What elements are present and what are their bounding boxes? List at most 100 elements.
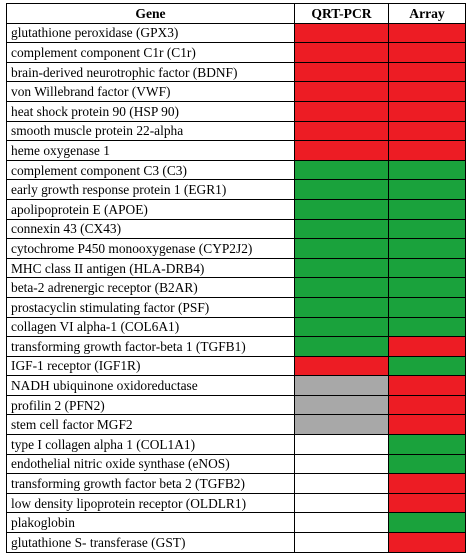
table-row: von Willebrand factor (VWF) [6, 81, 466, 102]
table-header: Gene QRT-PCR Array [6, 3, 466, 24]
table-row: connexin 43 (CX43) [6, 218, 466, 240]
qrt-pcr-result-swatch [294, 296, 389, 318]
array-result-swatch [388, 492, 466, 514]
table-row: stem cell factor MGF2 [6, 414, 466, 436]
table-row: early growth response protein 1 (EGR1) [6, 179, 466, 200]
qrt-pcr-result-swatch [294, 22, 389, 44]
gene-name-cell: heme oxygenase 1 [6, 140, 295, 161]
qrt-pcr-result-swatch [294, 179, 389, 200]
qrt-pcr-result-swatch [294, 453, 389, 475]
array-result-swatch [388, 296, 466, 318]
qrt-pcr-result-swatch [294, 473, 389, 494]
qrt-pcr-result-swatch [294, 42, 389, 63]
array-result-swatch [388, 257, 466, 279]
qrt-pcr-result-swatch [294, 81, 389, 102]
array-result-swatch [388, 394, 466, 416]
gene-name-cell: low density lipoprotein receptor (OLDLR1… [6, 492, 295, 514]
array-result-swatch [388, 81, 466, 102]
qrt-pcr-result-swatch [294, 355, 389, 377]
array-result-swatch [388, 61, 466, 83]
gene-name-cell: stem cell factor MGF2 [6, 414, 295, 436]
table-row: transforming growth factor beta 2 (TGFB2… [6, 473, 466, 494]
array-result-swatch [388, 532, 466, 553]
array-result-swatch [388, 159, 466, 181]
gene-name-cell: profilin 2 (PFN2) [6, 394, 295, 416]
gene-name-cell: von Willebrand factor (VWF) [6, 81, 295, 102]
gene-name-cell: complement component C3 (C3) [6, 159, 295, 181]
qrt-pcr-result-swatch [294, 61, 389, 83]
table-row: complement component C3 (C3) [6, 159, 466, 181]
table-row: collagen VI alpha-1 (COL6A1) [6, 316, 466, 338]
gene-name-cell: complement component C1r (C1r) [6, 42, 295, 63]
table-row: profilin 2 (PFN2) [6, 394, 466, 416]
header-gene: Gene [6, 3, 295, 24]
qrt-pcr-result-swatch [294, 218, 389, 240]
qrt-pcr-result-swatch [294, 257, 389, 279]
qrt-pcr-result-swatch [294, 394, 389, 416]
header-array: Array [388, 3, 466, 24]
qrt-pcr-result-swatch [294, 434, 389, 455]
gene-name-cell: plakoglobin [6, 512, 295, 534]
table-row: type I collagen alpha 1 (COL1A1) [6, 434, 466, 455]
gene-expression-table-container: Gene QRT-PCR Array glutathione peroxidas… [6, 3, 466, 553]
qrt-pcr-result-swatch [294, 492, 389, 514]
array-result-swatch [388, 218, 466, 240]
table-row: heme oxygenase 1 [6, 140, 466, 161]
table-row: brain-derived neurotrophic factor (BDNF) [6, 61, 466, 83]
table-row: apolipoprotein E (APOE) [6, 198, 466, 220]
gene-name-cell: transforming growth factor beta 2 (TGFB2… [6, 473, 295, 494]
array-result-swatch [388, 198, 466, 220]
qrt-pcr-result-swatch [294, 120, 389, 142]
array-result-swatch [388, 179, 466, 200]
table-row: cytochrome P450 monooxygenase (CYP2J2) [6, 238, 466, 259]
gene-name-cell: MHC class II antigen (HLA-DRB4) [6, 257, 295, 279]
gene-name-cell: IGF-1 receptor (IGF1R) [6, 355, 295, 377]
array-result-swatch [388, 473, 466, 494]
array-result-swatch [388, 414, 466, 436]
gene-name-cell: glutathione S- transferase (GST) [6, 532, 295, 553]
qrt-pcr-result-swatch [294, 100, 389, 122]
array-result-swatch [388, 375, 466, 396]
gene-name-cell: smooth muscle protein 22-alpha [6, 120, 295, 142]
qrt-pcr-result-swatch [294, 532, 389, 553]
qrt-pcr-result-swatch [294, 512, 389, 534]
qrt-pcr-result-swatch [294, 140, 389, 161]
table-row: transforming growth factor-beta 1 (TGFB1… [6, 336, 466, 357]
table-row: glutathione peroxidase (GPX3) [6, 22, 466, 44]
gene-name-cell: endothelial nitric oxide synthase (eNOS) [6, 453, 295, 475]
header-row: Gene QRT-PCR Array [6, 3, 466, 24]
array-result-swatch [388, 434, 466, 455]
table-row: heat shock protein 90 (HSP 90) [6, 100, 466, 122]
qrt-pcr-result-swatch [294, 414, 389, 436]
array-result-swatch [388, 140, 466, 161]
table-row: NADH ubiquinone oxidoreductase [6, 375, 466, 396]
table-row: beta-2 adrenergic receptor (B2AR) [6, 277, 466, 298]
qrt-pcr-result-swatch [294, 375, 389, 396]
table-row: endothelial nitric oxide synthase (eNOS) [6, 453, 466, 475]
qrt-pcr-result-swatch [294, 316, 389, 338]
array-result-swatch [388, 512, 466, 534]
header-qrt-pcr: QRT-PCR [294, 3, 389, 24]
table-row: prostacyclin stimulating factor (PSF) [6, 296, 466, 318]
array-result-swatch [388, 42, 466, 63]
qrt-pcr-result-swatch [294, 159, 389, 181]
array-result-swatch [388, 22, 466, 44]
gene-name-cell: NADH ubiquinone oxidoreductase [6, 375, 295, 396]
gene-name-cell: connexin 43 (CX43) [6, 218, 295, 240]
gene-name-cell: early growth response protein 1 (EGR1) [6, 179, 295, 200]
gene-name-cell: beta-2 adrenergic receptor (B2AR) [6, 277, 295, 298]
gene-expression-table: Gene QRT-PCR Array glutathione peroxidas… [6, 3, 466, 553]
array-result-swatch [388, 316, 466, 338]
array-result-swatch [388, 277, 466, 298]
array-result-swatch [388, 453, 466, 475]
table-row: low density lipoprotein receptor (OLDLR1… [6, 492, 466, 514]
table-row: glutathione S- transferase (GST) [6, 532, 466, 553]
gene-name-cell: prostacyclin stimulating factor (PSF) [6, 296, 295, 318]
table-row: IGF-1 receptor (IGF1R) [6, 355, 466, 377]
array-result-swatch [388, 238, 466, 259]
gene-name-cell: type I collagen alpha 1 (COL1A1) [6, 434, 295, 455]
qrt-pcr-result-swatch [294, 198, 389, 220]
array-result-swatch [388, 120, 466, 142]
table-row: plakoglobin [6, 512, 466, 534]
gene-name-cell: apolipoprotein E (APOE) [6, 198, 295, 220]
